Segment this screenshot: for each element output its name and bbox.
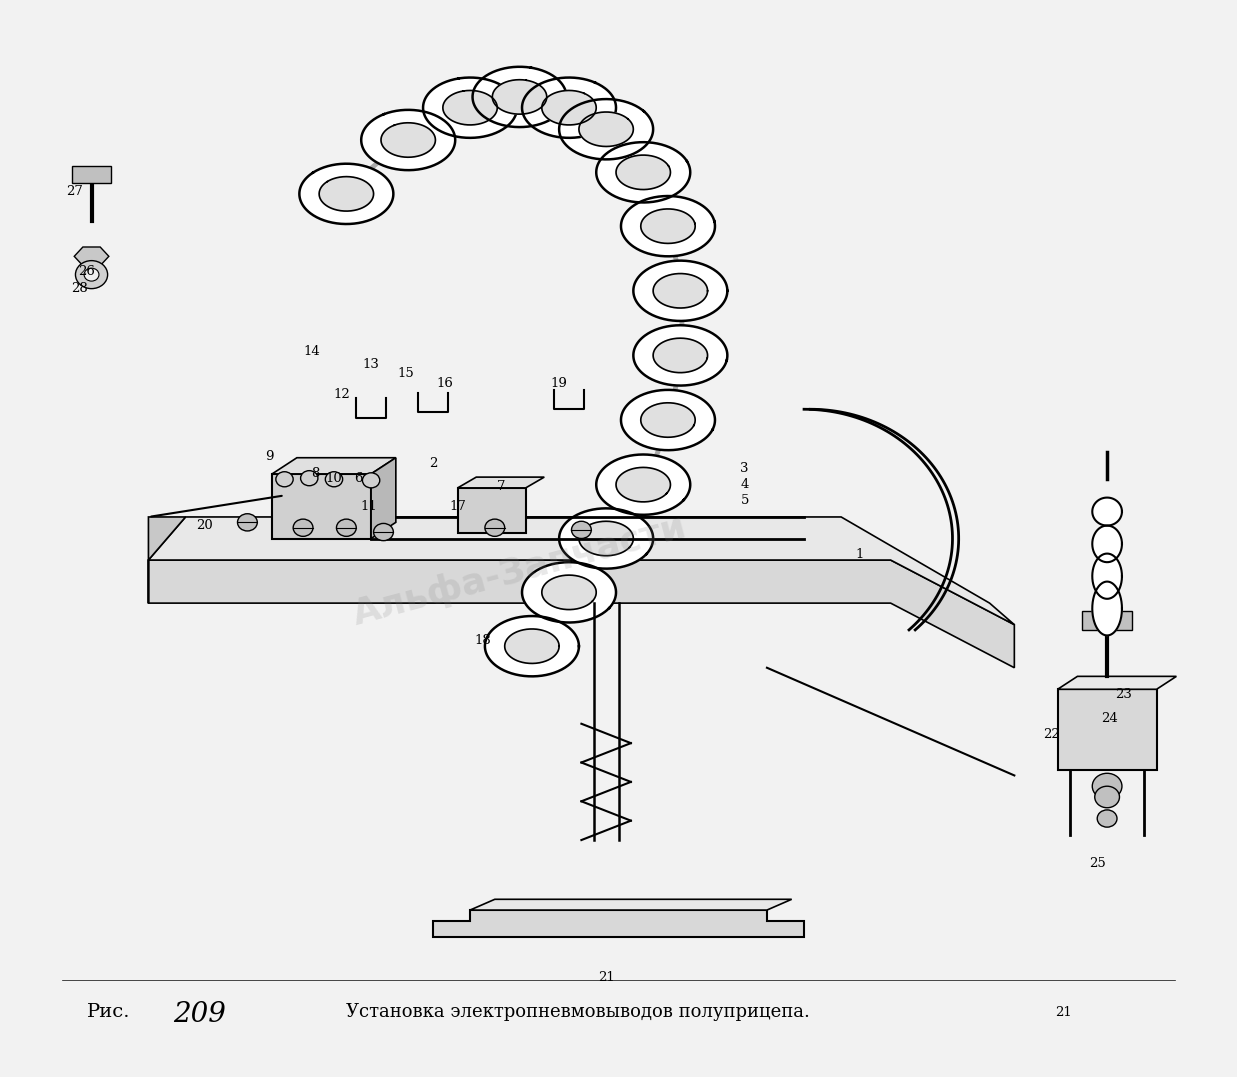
Text: 2: 2 (429, 457, 437, 470)
Text: 3: 3 (741, 462, 748, 475)
Polygon shape (621, 390, 715, 450)
Polygon shape (485, 616, 579, 676)
Text: 26: 26 (78, 265, 95, 278)
Polygon shape (1092, 582, 1122, 635)
Circle shape (1095, 786, 1119, 808)
Polygon shape (633, 261, 727, 321)
Polygon shape (1092, 554, 1122, 599)
Polygon shape (361, 110, 455, 170)
Text: 23: 23 (1115, 688, 1132, 701)
Polygon shape (272, 458, 396, 474)
Text: 18: 18 (474, 634, 491, 647)
Polygon shape (148, 517, 1014, 625)
Polygon shape (522, 78, 616, 138)
Polygon shape (299, 164, 393, 224)
Circle shape (485, 519, 505, 536)
Text: 21: 21 (1055, 1006, 1072, 1019)
Circle shape (84, 268, 99, 281)
Polygon shape (423, 78, 517, 138)
Text: 28: 28 (71, 282, 88, 295)
Bar (1058, 689, 1157, 770)
Text: 22: 22 (1043, 728, 1060, 741)
Text: 1: 1 (856, 548, 863, 561)
Text: 21: 21 (597, 971, 615, 984)
Polygon shape (1092, 498, 1122, 526)
Polygon shape (1058, 676, 1176, 689)
Polygon shape (621, 196, 715, 256)
Polygon shape (653, 338, 708, 373)
Circle shape (336, 519, 356, 536)
Circle shape (362, 473, 380, 488)
Polygon shape (148, 517, 186, 603)
Polygon shape (319, 177, 374, 211)
Text: 12: 12 (333, 388, 350, 401)
Circle shape (571, 521, 591, 538)
Text: 16: 16 (437, 377, 454, 390)
Text: Альфа-Запчасти: Альфа-Запчасти (349, 509, 690, 632)
Text: 20: 20 (195, 519, 213, 532)
Text: 25: 25 (1089, 857, 1106, 870)
Polygon shape (74, 247, 109, 266)
Circle shape (325, 472, 343, 487)
Polygon shape (542, 575, 596, 610)
Circle shape (1092, 773, 1122, 799)
Text: Рис.: Рис. (87, 1004, 130, 1021)
Polygon shape (443, 90, 497, 125)
Circle shape (374, 523, 393, 541)
Text: 7: 7 (497, 480, 505, 493)
Polygon shape (596, 454, 690, 515)
Polygon shape (641, 403, 695, 437)
Polygon shape (522, 562, 616, 623)
Text: 9: 9 (266, 450, 273, 463)
Bar (272, 474, 371, 538)
Polygon shape (470, 899, 792, 910)
Text: 5: 5 (741, 494, 748, 507)
Circle shape (1097, 810, 1117, 827)
Polygon shape (381, 123, 435, 157)
Bar (1082, 611, 1132, 630)
Text: 17: 17 (449, 500, 466, 513)
Circle shape (293, 519, 313, 536)
Polygon shape (559, 508, 653, 569)
Text: 11: 11 (360, 500, 377, 513)
Text: 19: 19 (550, 377, 568, 390)
Polygon shape (458, 477, 544, 488)
Text: 6: 6 (355, 472, 362, 485)
Circle shape (238, 514, 257, 531)
Circle shape (75, 261, 108, 289)
Polygon shape (641, 209, 695, 243)
Bar (72, 166, 111, 183)
Polygon shape (371, 458, 396, 538)
Polygon shape (633, 325, 727, 386)
Circle shape (276, 472, 293, 487)
Polygon shape (492, 80, 547, 114)
Polygon shape (433, 910, 804, 937)
Polygon shape (505, 629, 559, 663)
Text: 15: 15 (397, 367, 414, 380)
Polygon shape (616, 155, 670, 190)
Polygon shape (559, 99, 653, 159)
Text: 13: 13 (362, 358, 380, 370)
Polygon shape (653, 274, 708, 308)
Text: 8: 8 (312, 467, 319, 480)
Polygon shape (148, 560, 1014, 668)
Text: 4: 4 (741, 478, 748, 491)
Text: Установка электропневмовыводов полуприцепа.: Установка электропневмовыводов полуприце… (346, 1004, 810, 1021)
Polygon shape (1092, 526, 1122, 562)
Text: 10: 10 (325, 472, 343, 485)
Circle shape (301, 471, 318, 486)
Polygon shape (579, 112, 633, 146)
Text: 14: 14 (303, 345, 320, 358)
Text: 209: 209 (173, 1001, 226, 1029)
Polygon shape (579, 521, 633, 556)
Polygon shape (542, 90, 596, 125)
Polygon shape (596, 142, 690, 202)
Polygon shape (473, 67, 567, 127)
Bar (458, 488, 526, 533)
Polygon shape (616, 467, 670, 502)
Text: 27: 27 (66, 185, 83, 198)
Text: 24: 24 (1101, 712, 1118, 725)
